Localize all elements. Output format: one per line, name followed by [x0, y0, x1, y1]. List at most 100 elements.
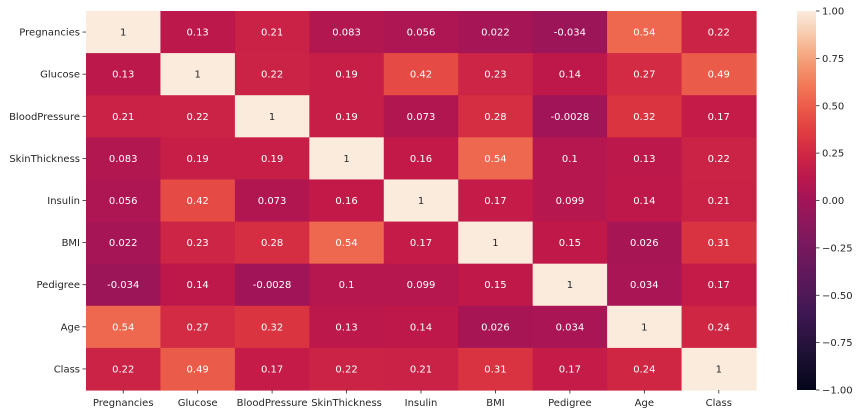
- heatmap-cell: [160, 305, 236, 349]
- heatmap-cell: [607, 53, 683, 96]
- heatmap-cell-label: -0.0028: [551, 112, 590, 123]
- heatmap-cell: [532, 263, 608, 307]
- y-tick-label: SkinThickness: [9, 154, 80, 165]
- heatmap-cell-label: 0.1: [339, 280, 355, 291]
- heatmap-cell-label: 0.14: [633, 196, 655, 207]
- heatmap-cell: [234, 347, 310, 391]
- heatmap-cell-label: 0.16: [335, 196, 357, 207]
- heatmap-cell-label: 0.022: [481, 28, 510, 39]
- heatmap-cell-label: 0.17: [708, 280, 730, 291]
- heatmap-cell-label: 0.22: [261, 70, 283, 81]
- heatmap-cell-label: 0.056: [407, 28, 436, 39]
- heatmap-cell-label: 0.24: [708, 322, 730, 333]
- heatmap-cell-label: 0.27: [187, 322, 209, 333]
- heatmap-cell-label: 0.21: [708, 196, 730, 207]
- y-tick-label: Insulin: [47, 196, 80, 207]
- heatmap-cell: [458, 11, 534, 54]
- heatmap-cell-label: 0.056: [109, 196, 138, 207]
- heatmap-cell: [234, 95, 310, 138]
- heatmap-cell: [383, 11, 459, 54]
- heatmap-cell-label: 0.19: [187, 154, 209, 165]
- heatmap-cell: [383, 305, 459, 349]
- x-tick-label: Pedigree: [548, 398, 592, 409]
- heatmap-cell: [607, 305, 683, 349]
- heatmap-cell: [234, 179, 310, 223]
- heatmap-cell-label: 0.026: [630, 238, 659, 249]
- heatmap-cell: [86, 263, 162, 307]
- heatmap-cell-label: 1: [716, 364, 722, 375]
- heatmap-cell-label: 0.17: [261, 364, 283, 375]
- heatmap-cell: [458, 179, 534, 223]
- heatmap-cell-label: 1: [567, 280, 573, 291]
- heatmap-cell-label: 1: [418, 196, 424, 207]
- heatmap-cell-label: 0.14: [410, 322, 432, 333]
- heatmap-cell: [383, 179, 459, 223]
- heatmap-cell: [458, 95, 534, 138]
- heatmap-cell-label: 0.083: [109, 154, 138, 165]
- heatmap-cell-label: 1: [343, 154, 349, 165]
- x-tick-label: Glucose: [178, 398, 218, 409]
- heatmap-cell-label: 0.17: [559, 364, 581, 375]
- heatmap-cell: [681, 347, 757, 391]
- heatmap-cell-label: 0.022: [109, 238, 138, 249]
- colorbar-tick-label: 1.00: [822, 7, 844, 18]
- heatmap-cell: [160, 53, 236, 96]
- heatmap-cell: [234, 221, 310, 265]
- heatmap-cell-label: 0.099: [407, 280, 436, 291]
- heatmap-cell-label: 0.19: [335, 70, 357, 81]
- y-axis: Pregnancies Glucose BloodPressure SkinThick…: [9, 28, 86, 375]
- heatmap-cell: [532, 347, 608, 391]
- heatmap-cell: [607, 263, 683, 307]
- heatmap-cell-label: 0.17: [708, 112, 730, 123]
- colorbar-tick-label: −0.75: [822, 338, 853, 349]
- heatmap-cell-label: 0.13: [633, 154, 655, 165]
- heatmap-cell-label: 0.19: [335, 112, 357, 123]
- heatmap-cell: [160, 137, 236, 181]
- heatmap-cell-label: 1: [641, 322, 647, 333]
- heatmap-cell: [607, 179, 683, 223]
- heatmap-cell: [86, 221, 162, 265]
- heatmap-cell-label: 0.22: [187, 112, 209, 123]
- heatmap-cell-label: 0.22: [708, 28, 730, 39]
- heatmap-cell-label: 0.17: [484, 196, 506, 207]
- heatmap-cell-label: 1: [120, 28, 126, 39]
- x-tick-label: Insulin: [405, 398, 438, 409]
- heatmap-cell-label: 0.49: [708, 70, 730, 81]
- colorbar-tick-label: −1.00: [822, 386, 853, 397]
- heatmap-cell: [532, 95, 608, 138]
- y-tick-label: BMI: [62, 238, 80, 249]
- heatmap-cell: [234, 53, 310, 96]
- heatmap-cell: [383, 347, 459, 391]
- heatmap-cell: [160, 347, 236, 391]
- heatmap-cell-label: 0.24: [633, 364, 655, 375]
- y-tick-label: Age: [61, 322, 80, 333]
- heatmap-cell: [681, 305, 757, 349]
- heatmap-cell: [234, 137, 310, 181]
- x-tick-label: Age: [635, 398, 654, 409]
- heatmap-cell: [458, 263, 534, 307]
- x-tick-label: Class: [706, 398, 732, 409]
- heatmap-cell: [458, 305, 534, 349]
- heatmap-cell: [309, 11, 385, 54]
- heatmap-cell: [383, 137, 459, 181]
- heatmap-cell-label: 0.54: [484, 154, 506, 165]
- heatmap-cell-label: 0.1: [562, 154, 578, 165]
- heatmap-cell-label: 0.27: [633, 70, 655, 81]
- heatmap-cell-label: 0.19: [261, 154, 283, 165]
- heatmap-cell: [532, 137, 608, 181]
- heatmap-cell: [532, 53, 608, 96]
- heatmap-cell: [86, 179, 162, 223]
- heatmap-cell: [309, 347, 385, 391]
- heatmap-cell-label: 0.23: [187, 238, 209, 249]
- heatmap-cell-label: 0.17: [410, 238, 432, 249]
- heatmap-cell-label: 0.13: [335, 322, 357, 333]
- heatmap-cell: [383, 263, 459, 307]
- heatmap-cell: [532, 11, 608, 54]
- heatmap-cell: [681, 179, 757, 223]
- heatmap-cell-label: 0.42: [187, 196, 209, 207]
- heatmap-cell-label: 0.13: [187, 28, 209, 39]
- heatmap-cell-label: 0.32: [261, 322, 283, 333]
- heatmap-cell: [681, 11, 757, 54]
- heatmap-cell: [160, 179, 236, 223]
